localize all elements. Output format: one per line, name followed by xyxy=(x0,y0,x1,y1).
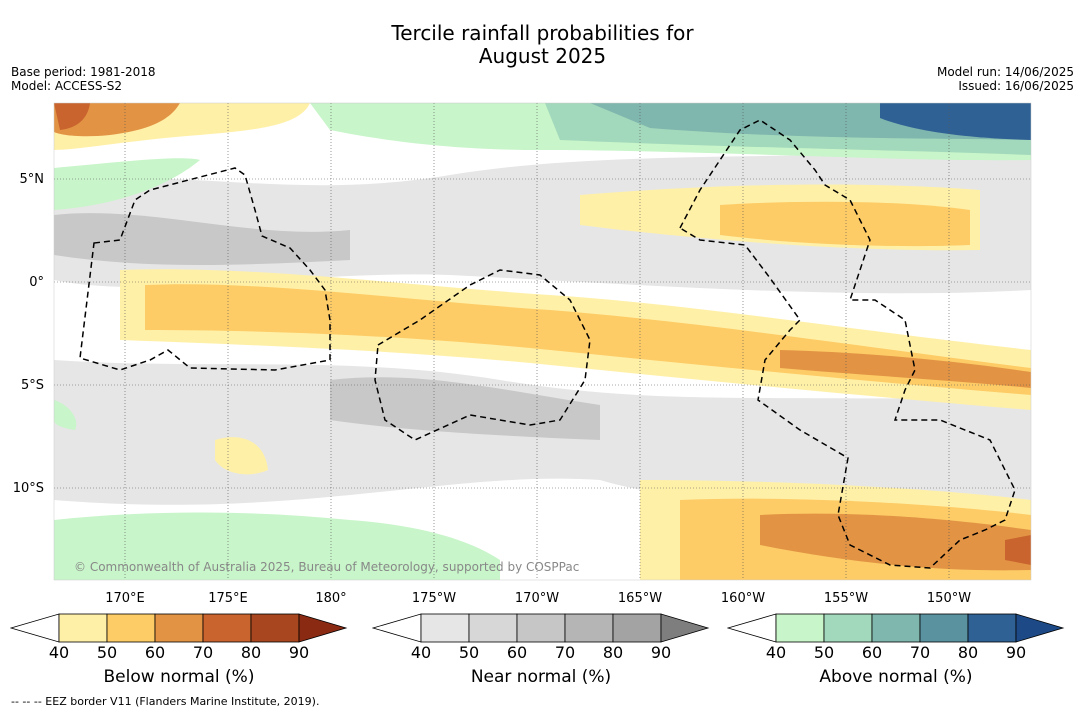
colorbar-swatch xyxy=(106,613,156,643)
model-run: Model run: 14/06/2025 xyxy=(936,65,1074,79)
colorbar-swatch xyxy=(871,613,921,643)
colorbar-swatch xyxy=(612,613,662,643)
title-line-1: Tercile rainfall probabilities for xyxy=(391,21,694,45)
lon-label-175w: 175°W xyxy=(412,591,456,606)
colorbar-low-arrow xyxy=(371,613,422,643)
lon-label-175e: 175°E xyxy=(208,591,248,606)
below-normal-equatorial-strong xyxy=(780,350,1031,388)
map-frame xyxy=(53,102,1032,581)
graticule xyxy=(54,103,1031,580)
colorbar-tick-label: 60 xyxy=(862,643,882,660)
colorbar-swatch xyxy=(516,613,566,643)
colorbar-tick-label: 60 xyxy=(507,643,527,660)
colorbar-swatch xyxy=(202,613,252,643)
near-normal-band-north-dark xyxy=(54,213,350,265)
colorbar-high-arrow xyxy=(298,613,348,643)
colorbar-tick-label: 40 xyxy=(411,643,431,660)
colorbar-below-normal: 40 50 60 70 80 90 Below normal (%) xyxy=(9,612,348,692)
colorbar-swatch xyxy=(420,613,470,643)
rainfall-map: 5°N 0° 5°S 10°S 170°E 175°E 180° 175°W 1… xyxy=(13,102,1032,606)
lon-label-165w: 165°W xyxy=(618,591,662,606)
near-normal-band-south xyxy=(54,360,1031,520)
lat-label-5n: 5°N xyxy=(20,172,45,187)
colorbar-swatch xyxy=(823,613,873,643)
colorbar-above-label: Above normal (%) xyxy=(819,667,973,687)
colorbar-near-label: Near normal (%) xyxy=(470,667,612,687)
colorbar-swatch xyxy=(564,613,614,643)
colorbar-tick-label: 70 xyxy=(910,643,930,660)
colorbar-near-normal: 40 50 60 70 80 90 Near normal (%) xyxy=(371,612,710,692)
colorbar-tick-label: 90 xyxy=(1006,643,1026,660)
colorbar-tick-label: 70 xyxy=(193,643,213,660)
colorbar-below-label: Below normal (%) xyxy=(103,667,255,687)
colorbar-near-svg: 40 50 60 70 80 90 xyxy=(371,613,710,662)
colorbar-above-normal: 40 50 60 70 80 90 Above normal (%) xyxy=(726,612,1065,692)
above-normal-sw xyxy=(54,512,500,580)
eez-border-central xyxy=(374,269,591,441)
colorbar-high-arrow xyxy=(1015,613,1065,643)
below-normal-se-strong xyxy=(760,513,1031,571)
colorbar-tick-label: 80 xyxy=(241,643,261,660)
colorbar-below-svg: 40 50 60 70 80 90 xyxy=(9,613,348,662)
colorbar-tick-label: 40 xyxy=(49,643,69,660)
colorbar-swatch xyxy=(58,613,108,643)
map-title: Tercile rainfall probabilities for Augus… xyxy=(0,22,1085,68)
colorbar-above-svg: 40 50 60 70 80 90 xyxy=(726,613,1065,662)
above-normal-west xyxy=(54,158,200,210)
colorbar-swatch xyxy=(967,613,1017,643)
colorbar-tick-label: 70 xyxy=(555,643,575,660)
base-period: Base period: 1981-2018 xyxy=(11,65,156,79)
below-normal-se-peak xyxy=(1005,535,1031,565)
colorbar-swatch xyxy=(154,613,204,643)
colorbar-tick-label: 80 xyxy=(958,643,978,660)
meta-right: Model run: 14/06/2025 Issued: 16/06/2025 xyxy=(937,65,1074,93)
lat-label-5s: 5°S xyxy=(21,378,44,393)
lon-label-150w: 150°W xyxy=(927,591,971,606)
colorbar-high-arrow xyxy=(660,613,710,643)
model-name: Model: ACCESS-S2 xyxy=(11,79,123,93)
colorbar-low-arrow xyxy=(726,613,777,643)
lon-label-155w: 155°W xyxy=(824,591,868,606)
colorbar-swatch xyxy=(250,613,300,643)
colorbar-swatch xyxy=(919,613,969,643)
lon-label-170e: 170°E xyxy=(105,591,145,606)
lat-label-0: 0° xyxy=(29,275,44,290)
colorbar-tick-label: 90 xyxy=(289,643,309,660)
above-normal-west-small xyxy=(54,400,77,430)
title-line-2: August 2025 xyxy=(478,44,607,68)
colorbar-tick-label: 60 xyxy=(145,643,165,660)
issued-date: Issued: 16/06/2025 xyxy=(958,79,1074,93)
colorbar-swatch xyxy=(468,613,518,643)
lon-label-170w: 170°W xyxy=(515,591,559,606)
colorbar-tick-label: 50 xyxy=(814,643,834,660)
eez-borders xyxy=(79,119,1016,569)
colorbar-tick-label: 50 xyxy=(97,643,117,660)
eez-border-east xyxy=(679,119,1016,569)
colorbar-tick-label: 90 xyxy=(651,643,671,660)
eez-border-west xyxy=(79,167,331,371)
colorbar-low-arrow xyxy=(9,613,60,643)
colorbar-tick-label: 80 xyxy=(603,643,623,660)
meta-left: Base period: 1981-2018 Model: ACCESS-S2 xyxy=(11,65,156,93)
lon-label-180: 180° xyxy=(315,591,346,606)
attribution-text: © Commonwealth of Australia 2025, Bureau… xyxy=(74,560,579,574)
colorbar-tick-label: 40 xyxy=(766,643,786,660)
above-normal-north-peak xyxy=(880,103,1031,140)
lat-label-10s: 10°S xyxy=(13,481,44,496)
below-normal-nw-peak xyxy=(54,103,90,130)
below-normal-north-band-mid xyxy=(720,201,970,247)
colorbar-tick-label: 50 xyxy=(459,643,479,660)
eez-legend-footer: -- -- -- EEZ border V11 (Flanders Marine… xyxy=(11,695,320,708)
colorbar-swatch xyxy=(775,613,825,643)
below-normal-patch xyxy=(215,437,268,475)
lon-label-160w: 160°W xyxy=(721,591,765,606)
axis-labels: 5°N 0° 5°S 10°S 170°E 175°E 180° 175°W 1… xyxy=(13,172,972,606)
map-field xyxy=(54,103,1031,580)
